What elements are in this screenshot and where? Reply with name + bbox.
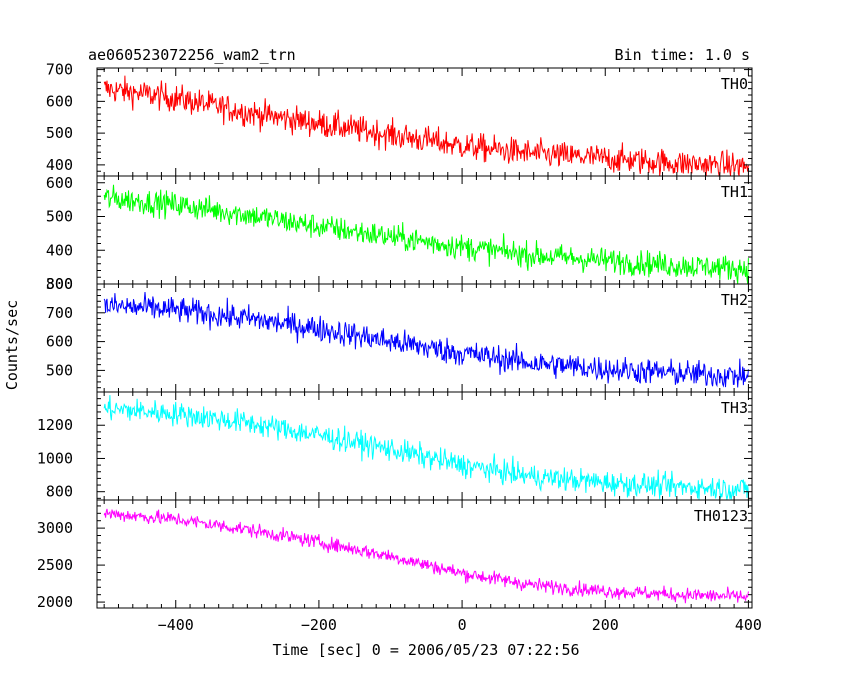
x-tick-label: −200 (301, 616, 337, 634)
chart-title: ae060523072256_wam2_trn (88, 46, 296, 64)
panel-frame (96, 175, 753, 285)
panel-label: TH0 (721, 75, 748, 93)
panel-th0: 400 500 600 700 TH0 (46, 61, 753, 178)
y-tick-label: 800 (46, 275, 73, 293)
series-line-th0123 (103, 508, 749, 604)
panel-label: TH0123 (694, 507, 748, 525)
x-tick-label: 400 (735, 616, 762, 634)
y-tick-label: 500 (46, 361, 73, 379)
y-tick-label: 3000 (37, 519, 73, 537)
panel-frame (96, 67, 753, 177)
y-tick-label: 1000 (37, 449, 73, 467)
panel-th2: 500 600 700 800 TH2 (46, 275, 753, 393)
series-line-th3 (103, 395, 749, 500)
series-line-th1 (103, 184, 749, 284)
x-tick-label: 0 (458, 616, 467, 634)
panels-group: 400 500 600 700 TH0 300 400 500 600 TH1 500 600 700 8… (37, 61, 762, 634)
y-tick-label: 800 (46, 483, 73, 501)
y-tick-label: 2500 (37, 556, 73, 574)
panel-th0123: 2000 2500 3000 TH0123 (37, 499, 753, 611)
x-tick-label: −400 (158, 616, 194, 634)
y-tick-label: 500 (46, 124, 73, 142)
x-tick-label: 200 (592, 616, 619, 634)
x-axis-label: Time [sec] 0 = 2006/05/23 07:22:56 (272, 641, 579, 659)
y-tick-label: 600 (46, 174, 73, 192)
y-tick-label: 600 (46, 92, 73, 110)
y-tick-label: 700 (46, 61, 73, 79)
panel-label: TH2 (721, 291, 748, 309)
panel-th3: 800 1000 1200 TH3 (37, 391, 753, 501)
panel-frame (96, 499, 753, 609)
y-axis-label: Counts/sec (3, 300, 21, 390)
y-tick-label: 1200 (37, 416, 73, 434)
panel-label: TH1 (721, 183, 748, 201)
panel-label: TH3 (721, 399, 748, 417)
y-tick-label: 2000 (37, 593, 73, 611)
y-tick-label: 400 (46, 156, 73, 174)
y-tick-label: 300 (46, 275, 73, 293)
y-tick-label: 500 (46, 208, 73, 226)
series-line-th0 (103, 75, 749, 178)
y-tick-label: 400 (46, 241, 73, 259)
panel-frame (96, 283, 753, 393)
panel-th1: 300 400 500 600 TH1 (46, 174, 753, 293)
bin-time-label: Bin time: 1.0 s (615, 46, 750, 64)
y-tick-label: 600 (46, 333, 73, 351)
y-tick-label: 700 (46, 304, 73, 322)
series-line-th2 (103, 291, 749, 388)
